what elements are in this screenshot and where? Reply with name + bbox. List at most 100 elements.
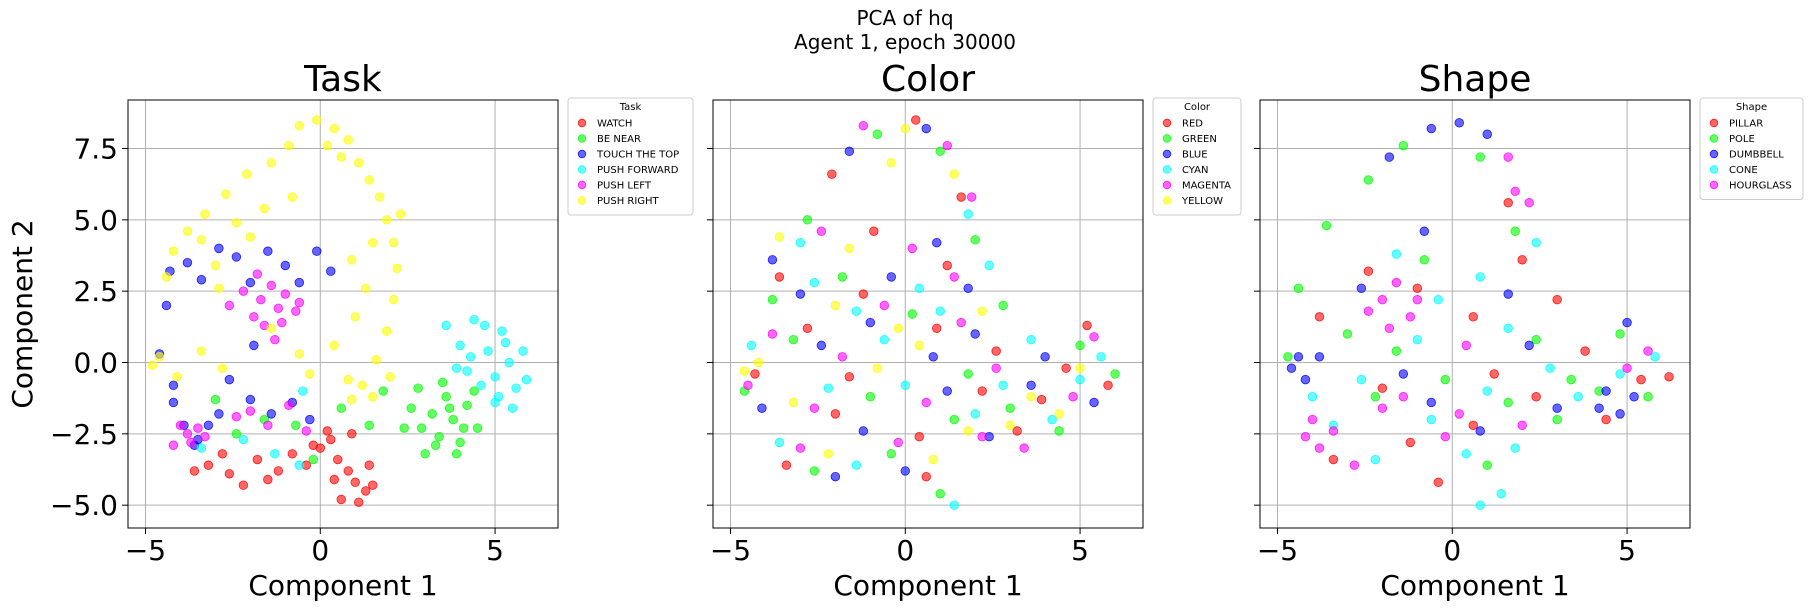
- point-dumbbell: [1482, 129, 1492, 139]
- point-touch-the-top: [182, 257, 193, 268]
- point-cone: [1307, 392, 1318, 402]
- suptitle-line-1: PCA of hq: [856, 6, 953, 30]
- legend-title: Color: [1184, 102, 1211, 113]
- point-green: [970, 235, 980, 245]
- point-yellow: [900, 123, 910, 134]
- point-push-right: [172, 372, 182, 382]
- point-push-forward: [462, 366, 472, 376]
- point-push-right: [388, 237, 399, 248]
- point-red: [914, 431, 924, 442]
- point-yellow: [774, 232, 785, 242]
- point-blue: [865, 317, 876, 328]
- point-dumbbell: [1475, 426, 1485, 436]
- shape-panel: −5 0 5 Shape Component 1 Shape PILLAR POLE DUMBB…: [1254, 59, 1804, 602]
- points-layer: [147, 115, 532, 508]
- point-hourglass: [1510, 186, 1520, 197]
- point-be-near: [406, 403, 416, 413]
- legend-entry-label: GREEN: [1182, 134, 1217, 145]
- point-touch-the-top: [294, 277, 305, 288]
- x-axis-label: Component 1: [1380, 569, 1569, 602]
- point-push-right: [161, 272, 172, 282]
- point-push-left: [277, 317, 287, 328]
- point-push-right: [147, 360, 158, 371]
- legend-entry-label: BLUE: [1182, 150, 1208, 161]
- point-red: [1061, 363, 1071, 373]
- point-watch: [329, 474, 339, 485]
- point-push-forward: [511, 383, 521, 393]
- point-touch-the-top: [224, 374, 235, 385]
- point-cyan: [795, 237, 806, 248]
- point-pillar: [1314, 312, 1325, 322]
- point-yellow: [949, 169, 959, 179]
- point-push-left: [224, 300, 235, 311]
- point-cone: [1370, 454, 1381, 465]
- point-yellow: [739, 366, 750, 376]
- point-pole: [1293, 283, 1304, 294]
- point-pillar: [1377, 383, 1388, 393]
- point-magenta: [743, 380, 753, 391]
- legend-marker: [577, 165, 587, 174]
- point-yellow: [1054, 409, 1064, 419]
- point-push-forward: [490, 372, 500, 382]
- point-blue: [928, 352, 938, 362]
- point-push-right: [294, 120, 305, 131]
- point-red: [1103, 380, 1113, 391]
- point-pole: [1321, 220, 1332, 231]
- point-push-left: [280, 289, 291, 299]
- point-watch: [333, 454, 343, 465]
- point-watch: [273, 466, 284, 476]
- point-push-forward: [465, 352, 476, 362]
- point-blue: [963, 283, 973, 294]
- point-cyan: [1026, 334, 1036, 345]
- point-push-right: [375, 192, 385, 202]
- point-pillar: [1636, 374, 1646, 385]
- point-magenta: [1089, 332, 1099, 342]
- y-tick-label: 2.5: [73, 275, 118, 308]
- task-panel: −5 0 5 −5.0 −2.5 0.0 2.5 5.0 7.5 Task Component 1 C…: [6, 59, 694, 602]
- point-blue: [1089, 397, 1099, 408]
- plot-frame: [127, 99, 559, 529]
- point-watch: [354, 497, 364, 508]
- point-cyan: [998, 380, 1008, 391]
- point-cyan: [1075, 374, 1085, 385]
- point-blue: [816, 340, 827, 351]
- point-green: [1054, 426, 1064, 436]
- point-watch: [343, 466, 353, 476]
- legend-marker: [1162, 196, 1172, 205]
- point-push-right: [385, 372, 395, 382]
- point-yellow: [830, 300, 841, 311]
- point-red: [1012, 426, 1022, 436]
- legend-marker: [1709, 180, 1719, 190]
- point-pillar: [1531, 392, 1541, 402]
- point-cone: [1475, 272, 1485, 282]
- point-watch: [350, 477, 360, 488]
- legend-entry-label: RED: [1182, 119, 1203, 130]
- point-yellow: [886, 158, 896, 168]
- point-push-right: [266, 323, 277, 333]
- point-red: [844, 372, 855, 382]
- point-yellow: [977, 306, 987, 316]
- y-tick-label: −2.5: [50, 418, 118, 451]
- point-yellow: [788, 397, 799, 408]
- point-red: [869, 226, 879, 236]
- point-push-left: [182, 429, 193, 439]
- point-push-right: [284, 140, 294, 151]
- point-magenta: [942, 140, 952, 151]
- point-push-right: [395, 209, 406, 219]
- point-cone: [1356, 374, 1367, 385]
- point-cyan: [851, 460, 862, 470]
- point-red: [911, 115, 921, 125]
- y-axis-label: Component 2: [6, 219, 39, 408]
- point-watch: [368, 480, 378, 490]
- point-blue: [1040, 352, 1050, 362]
- point-green: [935, 489, 945, 499]
- point-push-left: [193, 423, 203, 433]
- x-tick-label: −5: [710, 534, 751, 567]
- point-pillar: [1405, 437, 1416, 448]
- legend-entry-label: PILLAR: [1729, 119, 1763, 130]
- point-red: [858, 289, 869, 299]
- point-push-right: [242, 169, 252, 179]
- point-blue: [1026, 380, 1036, 391]
- point-dumbbell: [1286, 363, 1297, 373]
- point-yellow: [914, 340, 924, 351]
